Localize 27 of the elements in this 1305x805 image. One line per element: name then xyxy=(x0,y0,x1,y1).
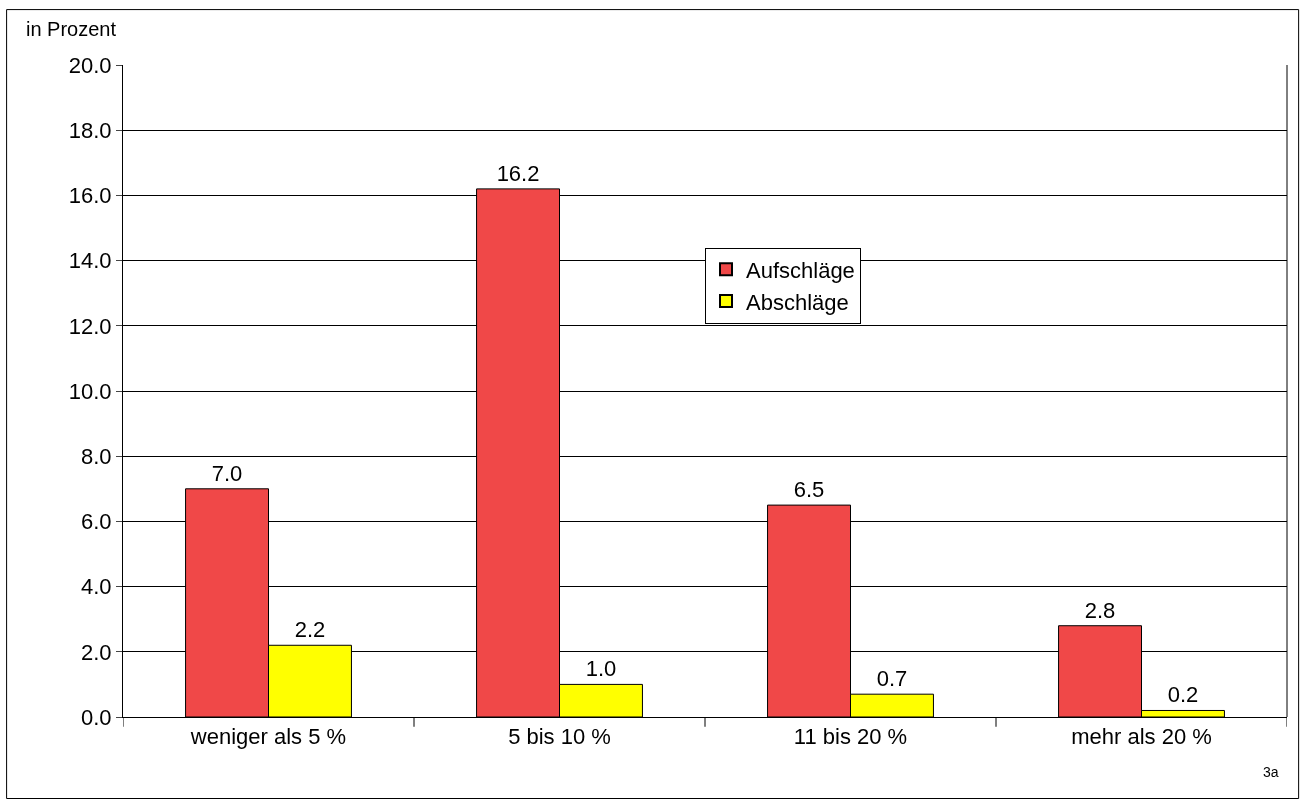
x-tick-label: weniger als 5 % xyxy=(189,724,347,750)
y-tick-label: 8.0 xyxy=(81,443,112,469)
y-tick-label: 2.0 xyxy=(81,639,112,665)
data-label: 6.5 xyxy=(793,477,825,503)
data-label: 1.0 xyxy=(585,656,617,682)
x-tick-label: mehr als 20 % xyxy=(1071,724,1212,750)
y-tick-label: 14.0 xyxy=(68,248,112,274)
y-tick-label: 10.0 xyxy=(68,378,112,404)
legend-label: Abschläge xyxy=(746,289,849,315)
legend-label: Aufschläge xyxy=(746,257,855,283)
x-tick-label: 11 bis 20 % xyxy=(793,724,908,750)
data-label: 0.7 xyxy=(876,666,908,692)
y-tick-label: 4.0 xyxy=(81,574,112,600)
text: 3a xyxy=(1263,764,1279,780)
y-tick-label: 16.0 xyxy=(68,183,112,209)
y-tick-label: 0.0 xyxy=(81,704,112,730)
y-axis-title: in Prozent xyxy=(26,18,117,40)
y-tick-label: 6.0 xyxy=(81,509,112,535)
y-tick-label: 18.0 xyxy=(68,117,112,143)
data-label: 2.2 xyxy=(294,617,326,643)
x-tick-label: 5 bis 10 % xyxy=(508,724,611,750)
data-label: 16.2 xyxy=(496,160,540,186)
data-label: 2.8 xyxy=(1084,597,1116,623)
data-label: 7.0 xyxy=(211,460,243,486)
y-tick-label: 20.0 xyxy=(68,52,112,78)
data-label: 0.2 xyxy=(1167,682,1199,708)
y-tick-label: 12.0 xyxy=(68,313,112,339)
